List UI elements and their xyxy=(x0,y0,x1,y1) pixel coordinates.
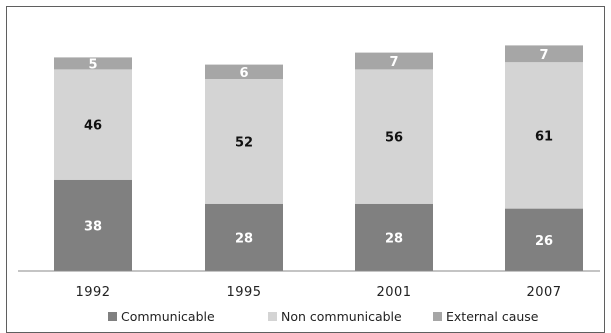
bar-external-cause-2001 xyxy=(355,52,433,70)
legend-swatch-communicable xyxy=(108,312,117,321)
data-label-external-cause-2007: 7 xyxy=(539,48,548,63)
data-label-non-communicable-1995: 52 xyxy=(235,135,253,150)
x-ticks-group: 1992 1995 2001 2007 xyxy=(75,285,561,300)
bar-communicable-2007 xyxy=(505,208,583,271)
bar-communicable-1992 xyxy=(54,179,132,271)
data-label-external-cause-1995: 6 xyxy=(239,66,248,81)
x-tick-label-1995: 1995 xyxy=(226,285,261,300)
data-label-communicable-2001: 28 xyxy=(385,231,403,246)
bar-non-communicable-1995 xyxy=(205,79,283,204)
x-tick-label-1992: 1992 xyxy=(75,285,110,300)
bar-external-cause-1992 xyxy=(54,57,132,70)
bar-communicable-2001 xyxy=(355,203,433,271)
x-tick-label-2001: 2001 xyxy=(376,285,411,300)
bar-non-communicable-2001 xyxy=(355,69,433,204)
legend-swatch-non-communicable xyxy=(268,312,277,321)
bar-external-cause-2007 xyxy=(505,45,583,63)
legend-label-non-communicable: Non communicable xyxy=(281,309,402,324)
bar-non-communicable-1992 xyxy=(54,69,132,180)
data-label-communicable-2007: 26 xyxy=(535,234,553,249)
legend-label-external-cause: External cause xyxy=(446,309,539,324)
bar-communicable-1995 xyxy=(205,203,283,271)
bar-non-communicable-2007 xyxy=(505,62,583,209)
data-label-communicable-1995: 28 xyxy=(235,231,253,246)
x-tick-label-2007: 2007 xyxy=(526,285,561,300)
data-label-external-cause-1992: 5 xyxy=(88,57,97,72)
bars-group: 38 46 5 28 52 6 28 56 7 26 61 7 xyxy=(54,45,583,271)
legend-label-communicable: Communicable xyxy=(121,309,215,324)
legend: Communicable Non communicable External cau… xyxy=(108,309,539,324)
legend-swatch-external-cause xyxy=(433,312,442,321)
data-label-non-communicable-2001: 56 xyxy=(385,131,403,146)
data-label-communicable-1992: 38 xyxy=(84,219,102,234)
bar-external-cause-1995 xyxy=(205,64,283,79)
data-label-non-communicable-1992: 46 xyxy=(84,119,102,134)
data-label-external-cause-2001: 7 xyxy=(389,55,398,70)
data-label-non-communicable-2007: 61 xyxy=(535,129,553,144)
